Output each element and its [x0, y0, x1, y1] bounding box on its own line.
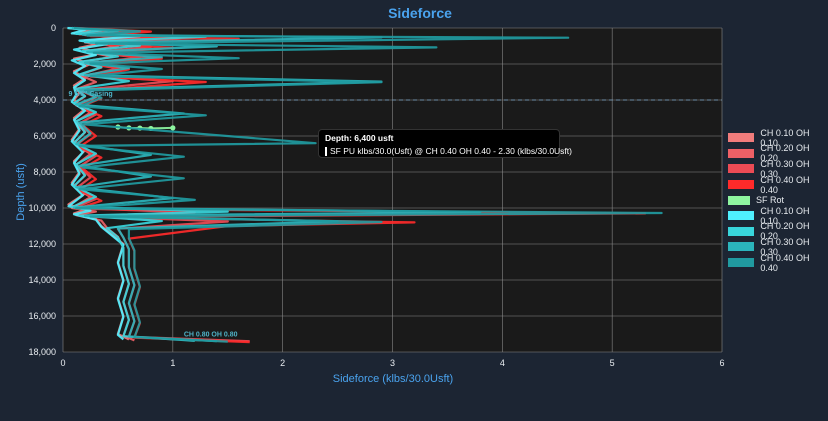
legend-item[interactable]: CH 0.40 OH 0.40 [728, 252, 828, 273]
legend-label: CH 0.30 OH 0.30 [760, 158, 810, 179]
x-axis-label: Sideforce (klbs/30.0Usft) [333, 373, 453, 385]
legend-label: CH 0.10 OH 0.10 [760, 205, 810, 226]
legend-swatch-icon [728, 242, 755, 252]
legend: CH 0.10 OH 0.10 CH 0.20 OH 0.20 CH 0.30 OH… [728, 127, 828, 273]
legend-item[interactable]: CH 0.30 OH 0.30 [728, 236, 828, 257]
legend-swatch-icon [728, 211, 755, 221]
legend-swatch-icon [728, 148, 755, 158]
tooltip-title: Depth: 6,400 usft [325, 133, 394, 143]
legend-swatch-icon [728, 180, 755, 190]
tooltip: Depth: 6,400 usft SF PU klbs/30.0(Usft) … [318, 129, 572, 158]
legend-item[interactable]: CH 0.10 OH 0.10 [728, 127, 828, 148]
legend-item[interactable]: CH 0.20 OH 0.20 [728, 143, 828, 164]
series-line-8 [73, 26, 663, 343]
series-line-5 [67, 26, 141, 341]
x-tick-label: 5 [610, 358, 615, 368]
y-tick-label: 8,000 [33, 167, 56, 177]
legend-label: SF Rot [756, 195, 785, 206]
x-tick-label: 3 [390, 358, 395, 368]
series-line-7 [71, 26, 482, 343]
x-tick-label: 0 [60, 358, 65, 368]
chart-annotation: CH 0.80 OH 0.80 [184, 332, 238, 339]
x-tick-label: 1 [170, 358, 175, 368]
legend-item[interactable]: SF Rot [728, 192, 828, 208]
y-tick-label: 6,000 [33, 131, 56, 141]
legend-label: CH 0.40 OH 0.40 [760, 174, 810, 195]
y-axis-label: Depth (usft) [15, 163, 27, 220]
sf-rot-point [170, 125, 176, 131]
legend-item[interactable]: CH 0.20 OH 0.20 [728, 221, 828, 242]
y-tick-label: 18,000 [28, 347, 56, 357]
chart-title: Sideforce [388, 5, 452, 21]
legend-label: CH 0.40 OH 0.40 [760, 252, 810, 273]
x-tick-label: 2 [280, 358, 285, 368]
series-line-6 [69, 26, 229, 342]
y-tick-label: 2,000 [33, 59, 56, 69]
legend-swatch-icon [728, 226, 755, 236]
y-tick-label: 12,000 [28, 239, 56, 249]
y-tick-label: 14,000 [28, 275, 56, 285]
tooltip-row: SF PU klbs/30.0(Usft) @ CH 0.40 OH 0.40 … [325, 145, 572, 158]
legend-swatch-icon [728, 133, 755, 143]
legend-item[interactable]: CH 0.40 OH 0.40 [728, 174, 828, 195]
legend-swatch-icon [728, 258, 755, 268]
legend-item[interactable]: CH 0.30 OH 0.30 [728, 158, 828, 179]
tooltip-text: SF PU klbs/30.0(Usft) @ CH 0.40 OH 0.40 … [330, 146, 572, 156]
legend-label: CH 0.30 OH 0.30 [760, 236, 810, 257]
legend-swatch-icon [728, 164, 755, 174]
legend-swatch-icon [728, 195, 750, 205]
y-tick-label: 0 [51, 23, 56, 33]
legend-item[interactable]: CH 0.10 OH 0.10 [728, 205, 828, 226]
y-tick-label: 4,000 [33, 95, 56, 105]
x-tick-label: 4 [500, 358, 505, 368]
y-tick-label: 10,000 [28, 203, 56, 213]
legend-label: CH 0.20 OH 0.20 [760, 221, 810, 242]
chart-annotation: 9 5/8" Casing [68, 91, 112, 98]
legend-label: CH 0.20 OH 0.20 [760, 143, 810, 164]
tooltip-swatch-icon [325, 147, 327, 156]
legend-label: CH 0.10 OH 0.10 [760, 127, 810, 148]
y-tick-label: 16,000 [28, 311, 56, 321]
x-tick-label: 6 [719, 358, 724, 368]
